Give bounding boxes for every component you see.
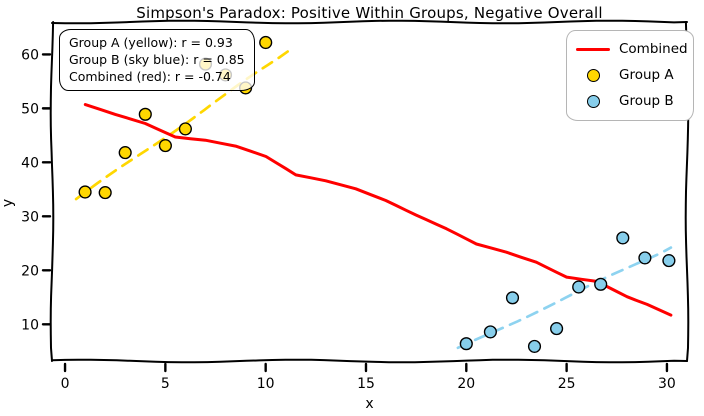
data-point-group-b	[459, 337, 473, 351]
x-tick-label: 0	[61, 376, 70, 392]
combined-line-icon	[576, 47, 610, 51]
x-tick-label: 30	[658, 376, 676, 392]
legend-item-group-a: Group A	[567, 62, 693, 88]
y-tick-label: 30	[21, 209, 39, 225]
data-point-group-a	[78, 185, 92, 199]
data-point-group-a	[158, 139, 172, 153]
data-point-group-b	[572, 280, 586, 294]
data-point-group-b	[616, 231, 630, 245]
annotation-line-group-a: Group A (yellow): r = 0.93	[69, 35, 233, 50]
legend-label-group-a: Group A	[619, 67, 674, 83]
data-point-group-b	[594, 277, 608, 291]
correlation-annotation: Group A (yellow): r = 0.93 Group B (sky …	[59, 29, 255, 91]
data-point-group-b	[505, 291, 520, 305]
top-spine	[51, 19, 688, 25]
x-tick-label: 15	[357, 376, 375, 392]
legend: Combined Group A Group B	[566, 30, 694, 121]
data-point-group-b	[483, 325, 497, 339]
group-a-marker-icon	[586, 68, 600, 82]
group-b-marker-icon	[586, 94, 600, 108]
annotation-line-combined: Combined (red): r = -0.74	[69, 69, 231, 84]
x-axis-spine	[51, 358, 688, 364]
y-tick-label: 10	[21, 317, 39, 333]
x-tick-label: 20	[457, 376, 475, 392]
data-point-group-a	[98, 186, 112, 200]
legend-item-group-b: Group B	[567, 88, 693, 114]
legend-item-combined: Combined	[567, 36, 693, 62]
y-axis-label: y	[0, 198, 17, 208]
legend-label-combined: Combined	[619, 41, 688, 57]
x-tick-label: 10	[257, 376, 275, 392]
y-axis-spine	[49, 21, 55, 362]
combined-line	[83, 103, 673, 317]
x-tick-label: 25	[558, 376, 576, 392]
x-axis-label: x	[365, 396, 374, 412]
y-tick-label: 60	[21, 47, 39, 63]
y-tick-label: 50	[21, 101, 39, 117]
data-point-group-a	[259, 35, 273, 50]
data-point-group-b	[527, 339, 542, 353]
legend-marker-sample-group-a	[567, 68, 619, 82]
data-point-group-a	[118, 146, 132, 160]
legend-label-group-b: Group B	[619, 93, 674, 109]
y-tick-label: 40	[21, 155, 39, 171]
data-point-group-b	[638, 251, 652, 265]
legend-line-sample-combined	[567, 47, 619, 51]
annotation-line-group-b: Group B (sky blue): r = 0.85	[69, 52, 245, 67]
data-point-group-b	[550, 322, 564, 336]
data-point-group-b	[662, 254, 676, 268]
legend-marker-sample-group-b	[567, 94, 619, 108]
chart-title: Simpson's Paradox: Positive Within Group…	[136, 4, 603, 22]
y-tick-label: 20	[21, 263, 39, 279]
x-tick-label: 5	[161, 376, 170, 392]
data-point-group-a	[138, 107, 152, 121]
data-point-group-a	[178, 122, 192, 136]
